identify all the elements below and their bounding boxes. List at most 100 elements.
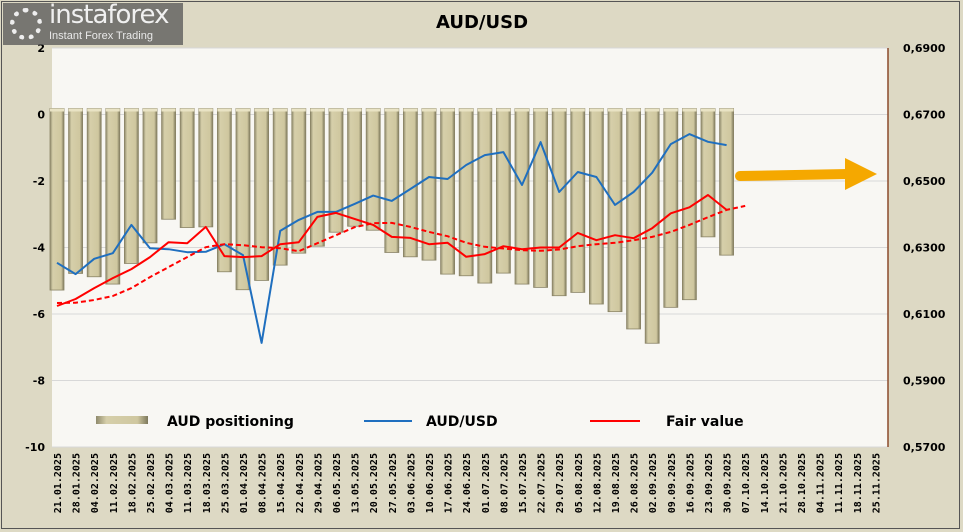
x-tick-label: 17.06.2025 [444,453,455,513]
x-tick-label: 15.07.2025 [518,453,529,513]
right-tick-label: 0,6500 [903,175,946,188]
bar-cap [422,108,436,112]
logo-brand: instaforex [49,0,169,30]
x-tick-label: 08.07.2025 [499,453,510,513]
x-tick-label: 12.08.2025 [592,453,603,513]
gear-logo-icon [10,8,42,40]
bar-aud-positioning [124,108,139,264]
x-tick-label: 08.04.2025 [258,453,269,513]
bar-cap [143,108,157,112]
bar-aud-positioning [86,108,102,278]
bar-aud-positioning [551,108,567,297]
instaforex-logo: instaforex Instant Forex Trading [3,0,183,45]
bar-cap [459,108,474,112]
x-tick-label: 22.07.2025 [537,453,548,513]
bar-cap [663,108,678,112]
bar-aud-positioning [105,108,121,285]
bar-aud-positioning [589,108,604,305]
bar-aud-positioning [272,108,288,266]
x-tick-label: 11.11.2025 [834,453,845,513]
chart-title: AUD/USD [436,12,528,33]
bar-aud-positioning [607,108,623,313]
right-tick-label: 0,5900 [903,375,946,388]
bar-aud-positioning [254,108,270,281]
x-tick-label: 25.03.2025 [220,453,231,513]
x-tick-label: 06.05.2025 [332,453,343,513]
x-tick-label: 09.09.2025 [667,453,678,513]
bar-cap [403,108,418,112]
bar-cap [68,108,83,112]
x-tick-label: 21.10.2025 [778,453,789,513]
x-tick-label: 28.10.2025 [797,453,808,513]
bar-cap [645,108,660,112]
bar-aud-positioning [440,108,456,275]
bar-aud-positioning [514,108,530,285]
legend-swatch-bars [96,416,148,424]
bar-cap [570,108,585,112]
bar-cap [124,108,139,112]
bar-cap [217,108,232,112]
bar-cap [180,108,195,112]
bar-aud-positioning [68,108,83,274]
x-tick-label: 15.04.2025 [276,453,287,513]
x-tick-label: 04.11.2025 [816,453,827,513]
line-fair-value [56,194,728,307]
bar-cap [105,108,120,112]
x-tick-label: 21.01.2025 [53,453,64,513]
bar-cap [719,108,734,112]
legend: AUD positioning AUD/USD Fair value [96,414,744,430]
x-tick-label: 26.08.2025 [630,453,641,513]
x-tick-label: 29.04.2025 [313,453,324,513]
bar-cap [682,108,697,112]
x-tick-label: 01.04.2025 [239,453,250,513]
x-tick-label: 19.08.2025 [611,453,622,513]
bar-aud-positioning [235,108,251,291]
left-tick-label: -10 [25,441,45,454]
legend-label-fair-value: Fair value [666,414,744,430]
bar-cap [477,108,492,112]
x-tick-label: 22.04.2025 [295,453,306,513]
bar-aud-positioning [309,108,325,247]
x-tick-label: 14.10.2025 [760,453,771,513]
right-tick-label: 0,6700 [903,109,946,122]
x-tick-label: 18.03.2025 [202,453,213,513]
logo-tagline: Instant Forex Trading [49,30,153,42]
bar-aud-positioning [198,108,214,228]
x-tick-label: 01.07.2025 [481,453,492,513]
bar-cap [87,108,102,112]
bar-cap [50,108,64,112]
bar-aud-positioning [626,108,641,330]
x-tick-label: 30.09.2025 [723,453,734,513]
bar-cap [552,108,567,112]
left-tick-label: -4 [33,242,46,255]
x-tick-label: 04.03.2025 [165,453,176,513]
x-tick-label: 23.09.2025 [704,453,715,513]
right-tick-label: 0,5700 [903,441,946,454]
bar-aud-positioning [421,108,437,261]
x-tick-label: 07.10.2025 [741,453,752,513]
bar-cap [161,108,176,112]
x-tick-label: 11.02.2025 [109,453,120,513]
bar-aud-positioning [161,108,177,220]
line-aud-usd [56,133,727,344]
left-tick-label: -2 [33,175,45,188]
forecast-arrow-icon [735,158,877,190]
bar-aud-positioning [291,108,307,254]
bar-aud-positioning [347,108,363,227]
bar-cap [384,108,399,112]
bar-cap [496,108,511,112]
bar-cap [589,108,604,112]
bar-aud-positioning [700,108,716,238]
legend-label-audusd: AUD/USD [426,414,498,430]
x-tick-label: 13.05.2025 [351,453,362,513]
x-tick-label: 10.06.2025 [425,453,436,513]
bar-aud-positioning [402,108,418,258]
bar-aud-positioning [458,108,474,277]
legend-label-positioning: AUD positioning [167,414,294,430]
bar-aud-positioning [179,108,195,228]
right-tick-label: 0,6900 [903,42,946,55]
bar-aud-positioning [477,108,493,284]
left-tick-label: -6 [33,308,46,321]
bar-cap [701,108,715,112]
